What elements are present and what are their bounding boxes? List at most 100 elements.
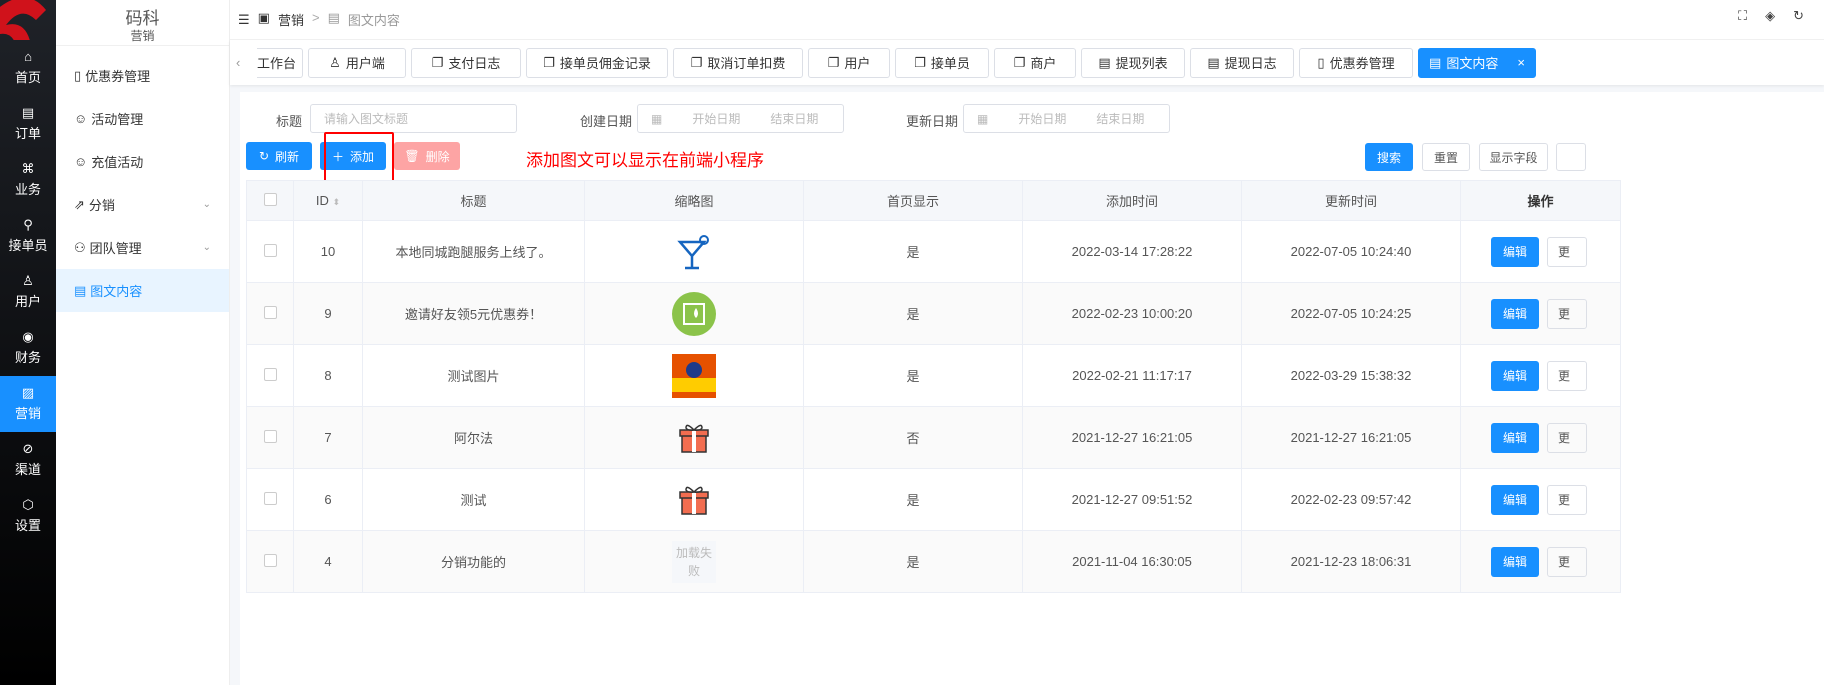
tab-6[interactable]: ❐ 接单员	[895, 47, 989, 78]
submenu-item-0[interactable]: ▯ 优惠券管理	[56, 54, 229, 97]
edit-button[interactable]: 编辑	[1491, 546, 1539, 577]
more-tool-button[interactable]	[1556, 143, 1586, 171]
tab-10[interactable]: ▯ 优惠券管理	[1299, 47, 1413, 78]
sidebar-item-2[interactable]: ⌘ 业务	[0, 152, 56, 208]
sidebar-item-6[interactable]: ▨ 营销	[0, 376, 56, 432]
checkbox[interactable]	[263, 305, 277, 319]
nav-label: 业务	[14, 182, 41, 197]
tab-11[interactable]: ▤ 图文内容 ×	[1418, 47, 1536, 78]
checkbox[interactable]	[263, 429, 277, 443]
tab-2[interactable]: ❐ 支付日志	[411, 47, 521, 78]
row-select[interactable]	[246, 468, 294, 531]
scroll-left-icon[interactable]: ‹	[236, 55, 241, 70]
tab-4[interactable]: ❐ 取消订单扣费	[673, 47, 803, 78]
sidebar-item-0[interactable]: ⌂ 首页	[0, 40, 56, 96]
delete-button[interactable]: 🗑 删除	[394, 142, 460, 170]
checkbox[interactable]	[263, 491, 277, 505]
sidebar-item-8[interactable]: ⬡ 设置	[0, 488, 56, 544]
sort-icon[interactable]: ⬍	[332, 197, 341, 207]
title-input[interactable]: 请输入图文标题	[310, 104, 517, 133]
bike-icon: ⚲	[23, 217, 33, 232]
submenu: 码科 营销 ▯ 优惠券管理 ☺ 活动管理 ☺ 充值活动 ⇗ 分销 ⌄ ⚇ 团队管理 ⌄ ▤ 图文内容	[56, 0, 230, 685]
checkbox[interactable]	[263, 553, 277, 567]
cell-created: 2022-02-23 10:00:20	[1022, 282, 1242, 345]
fullscreen-icon[interactable]: ⛶	[1737, 8, 1748, 23]
edit-button[interactable]: 编辑	[1491, 422, 1539, 453]
submenu-item-2[interactable]: ☺ 充值活动	[56, 140, 229, 183]
sidebar-item-5[interactable]: ◉ 财务	[0, 320, 56, 376]
cell-actions: 编辑更	[1460, 406, 1621, 469]
tab-label: 图文内容	[1446, 56, 1499, 71]
edit-button[interactable]: 编辑	[1491, 360, 1539, 391]
checkbox[interactable]	[263, 367, 277, 381]
row-select[interactable]	[246, 282, 294, 345]
cell-updated: 2022-03-29 15:38:32	[1241, 344, 1461, 407]
breadcrumb-item[interactable]: 营销	[277, 13, 304, 28]
updated-date-range[interactable]: ▦ 开始日期 结束日期	[963, 104, 1170, 133]
cell-thumb	[584, 468, 804, 531]
columns-button[interactable]: 显示字段	[1479, 143, 1548, 171]
more-button[interactable]: 更	[1547, 360, 1587, 391]
chart-icon: ▣	[257, 10, 270, 25]
sidebar-item-1[interactable]: ▤ 订单	[0, 96, 56, 152]
edit-button[interactable]: 编辑	[1491, 298, 1539, 329]
breadcrumb-item: 图文内容	[347, 13, 400, 28]
cell-updated: 2021-12-23 18:06:31	[1241, 530, 1461, 593]
collapse-icon[interactable]: ☰	[238, 11, 250, 27]
tab-7[interactable]: ❐ 商户	[994, 47, 1076, 78]
sidebar-item-3[interactable]: ⚲ 接单员	[0, 208, 56, 264]
cell-home: 是	[803, 468, 1023, 531]
more-button[interactable]: 更	[1547, 422, 1587, 453]
refresh-button[interactable]: ↻ 刷新	[246, 142, 312, 170]
row-select[interactable]	[246, 530, 294, 593]
submenu-item-3[interactable]: ⇗ 分销 ⌄	[56, 183, 229, 226]
select-all[interactable]	[246, 180, 294, 221]
submenu-item-1[interactable]: ☺ 活动管理	[56, 97, 229, 140]
tab-icon: ❐	[690, 54, 703, 70]
edit-button[interactable]: 编辑	[1491, 484, 1539, 515]
close-icon[interactable]: ×	[1517, 55, 1525, 70]
sidebar-item-4[interactable]: ♙ 用户	[0, 264, 56, 320]
nav-label: 用户	[14, 294, 41, 309]
more-button[interactable]: 更	[1547, 236, 1587, 267]
col-id[interactable]: ID ⬍	[293, 180, 363, 221]
tab-1[interactable]: ♙ 用户端	[308, 47, 406, 78]
finance-icon: ◉	[22, 329, 34, 344]
search-button[interactable]: 搜索	[1365, 143, 1413, 171]
order-icon: ▤	[21, 105, 35, 120]
submenu-item-4[interactable]: ⚇ 团队管理 ⌄	[56, 226, 229, 269]
row-select[interactable]	[246, 344, 294, 407]
table-row: 10 本地同城跑腿服务上线了。 是 2022-03-14 17:28:22 20…	[246, 220, 1621, 283]
cell-updated: 2022-07-05 10:24:40	[1241, 220, 1461, 283]
tab-8[interactable]: ▤ 提现列表	[1081, 47, 1185, 78]
more-button[interactable]: 更	[1547, 298, 1587, 329]
sidebar-item-7[interactable]: ⊘ 渠道	[0, 432, 56, 488]
tab-0[interactable]: 工作台	[257, 47, 303, 78]
add-button[interactable]: ＋ 添加	[320, 142, 386, 170]
cell-actions: 编辑更	[1460, 468, 1621, 531]
tab-5[interactable]: ❐ 用户	[808, 47, 890, 78]
cell-id: 9	[293, 282, 363, 345]
row-select[interactable]	[246, 406, 294, 469]
clear-icon[interactable]: ◈	[1765, 8, 1776, 23]
gift-thumbnail	[679, 424, 709, 453]
submenu-item-5[interactable]: ▤ 图文内容	[56, 269, 229, 312]
refresh-icon[interactable]: ↻	[1793, 8, 1804, 23]
checkbox[interactable]	[263, 192, 277, 206]
tab-9[interactable]: ▤ 提现日志	[1190, 47, 1294, 78]
tab-3[interactable]: ❐ 接单员佣金记录	[526, 47, 668, 78]
game-thumbnail	[672, 353, 716, 398]
more-button[interactable]: 更	[1547, 546, 1587, 577]
reset-button[interactable]: 重置	[1422, 143, 1470, 171]
cell-updated: 2021-12-27 16:21:05	[1241, 406, 1461, 469]
tab-icon: ♙	[329, 54, 341, 70]
table-row: 8 测试图片 是 2022-02-21 11:17:17 2022-03-29 …	[246, 344, 1621, 407]
more-button[interactable]: 更	[1547, 484, 1587, 515]
row-select[interactable]	[246, 220, 294, 283]
checkbox[interactable]	[263, 243, 277, 257]
nav-label: 订单	[14, 126, 41, 141]
cell-title: 本地同城跑腿服务上线了。	[362, 220, 585, 283]
chevron-down-icon: ⌄	[202, 242, 211, 253]
edit-button[interactable]: 编辑	[1491, 236, 1539, 267]
created-date-range[interactable]: ▦ 开始日期 结束日期	[637, 104, 844, 133]
